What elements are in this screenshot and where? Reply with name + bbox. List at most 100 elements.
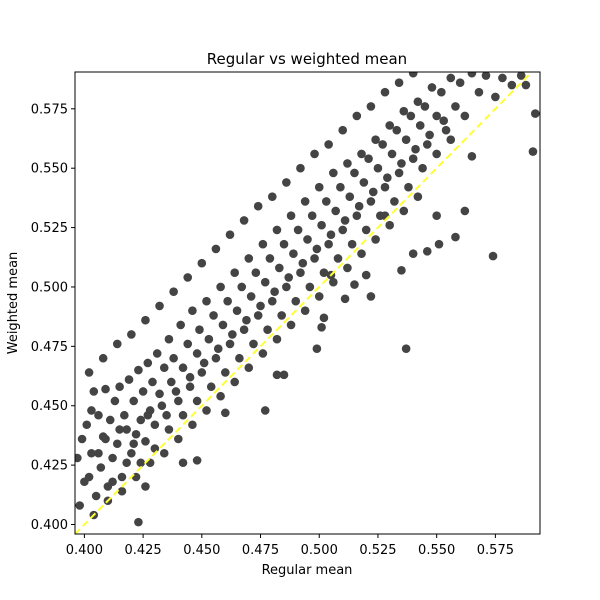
data-point (307, 211, 317, 221)
y-tick-label: 0.550 (31, 162, 68, 177)
data-point (143, 358, 153, 368)
data-point (408, 154, 418, 163)
plot-frame (74, 71, 541, 535)
data-point (127, 330, 136, 339)
data-point (298, 258, 308, 268)
points-layer (75, 72, 540, 527)
data-point (338, 225, 348, 235)
data-point (340, 216, 350, 225)
data-point (364, 154, 373, 163)
data-point (528, 147, 538, 156)
data-point (122, 425, 131, 434)
data-point (120, 410, 129, 420)
data-point (279, 370, 289, 380)
data-point (204, 334, 214, 344)
data-point (183, 273, 193, 282)
data-point (432, 149, 441, 159)
data-point (275, 263, 284, 273)
data-point (202, 406, 211, 415)
data-point (324, 140, 333, 149)
data-point (225, 230, 235, 240)
data-point (340, 294, 350, 304)
data-point (446, 135, 456, 144)
data-point (394, 78, 404, 87)
data-point (89, 387, 99, 396)
data-point (213, 344, 223, 354)
data-point (237, 282, 247, 292)
x-tick-label: 0.500 (301, 543, 338, 558)
data-point (392, 125, 402, 135)
data-point (422, 247, 432, 256)
data-point (336, 182, 345, 192)
data-point (260, 406, 270, 415)
data-point (441, 125, 451, 135)
data-point (404, 182, 413, 192)
data-point (265, 254, 275, 263)
x-tick-label: 0.450 (183, 543, 220, 558)
data-point (260, 277, 270, 287)
data-point (197, 258, 207, 268)
data-point (361, 270, 371, 280)
data-point (91, 491, 101, 501)
data-point (256, 301, 265, 311)
data-point (286, 211, 296, 221)
data-point (474, 87, 484, 97)
data-point (80, 477, 89, 487)
data-point (305, 282, 315, 292)
data-point (408, 72, 418, 78)
data-point (397, 266, 406, 275)
data-point (312, 344, 322, 354)
data-point (162, 410, 171, 420)
data-point (397, 159, 406, 168)
data-point (136, 458, 146, 468)
data-point (108, 453, 117, 463)
data-point (354, 201, 364, 211)
data-point (279, 239, 289, 249)
data-point (228, 330, 237, 339)
data-point (134, 365, 143, 375)
data-point (246, 292, 256, 301)
chart-title: Regular vs weighted mean (207, 50, 407, 68)
data-point (244, 254, 254, 263)
data-point (164, 425, 174, 434)
data-point (87, 448, 96, 458)
data-point (282, 178, 291, 187)
data-point (420, 102, 430, 111)
data-point (110, 396, 120, 406)
data-point (141, 437, 150, 446)
data-point (197, 368, 207, 377)
data-point (378, 140, 387, 149)
data-point (230, 268, 239, 278)
data-point (371, 235, 380, 244)
data-point (366, 102, 376, 111)
data-point (216, 282, 225, 292)
data-point (263, 325, 272, 335)
data-point (326, 230, 336, 240)
x-tick-label: 0.425 (124, 543, 161, 558)
data-point (152, 349, 162, 358)
data-point (134, 517, 143, 527)
data-point (491, 92, 500, 102)
data-point (235, 353, 244, 363)
data-point (498, 73, 507, 83)
data-point (394, 168, 404, 178)
data-point (387, 149, 397, 159)
data-point (239, 216, 249, 225)
data-point (319, 268, 329, 278)
data-point (218, 320, 228, 330)
data-point (192, 396, 202, 406)
data-point (415, 121, 425, 130)
data-point (221, 408, 230, 418)
data-point (272, 225, 282, 235)
data-point (310, 149, 319, 159)
y-axis: 0.400 0.425 0.450 0.475 0.500 0.525 0.550 0.575 (31, 102, 75, 533)
data-point (350, 280, 359, 289)
data-point (413, 97, 423, 106)
data-point (131, 429, 141, 439)
data-point (488, 251, 498, 261)
data-point (150, 420, 160, 430)
data-point (401, 135, 411, 144)
data-point (267, 296, 277, 306)
y-axis-label: Weighted mean (6, 252, 21, 355)
data-point (251, 268, 261, 278)
